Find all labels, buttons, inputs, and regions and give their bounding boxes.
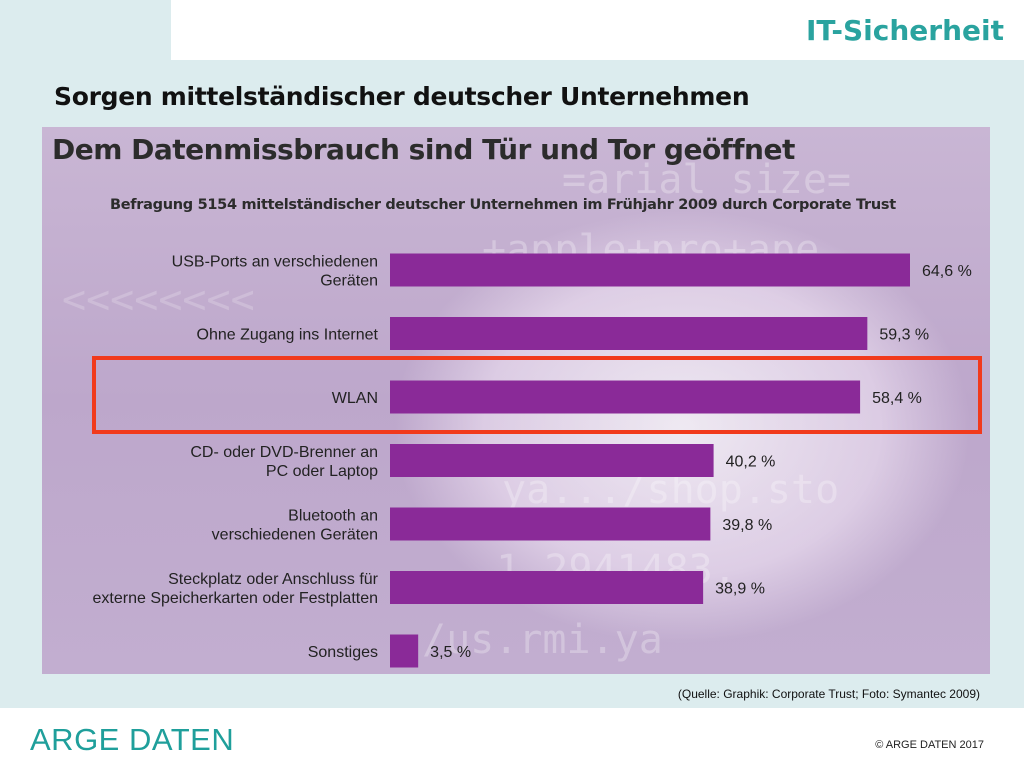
- bar-value-label: 39,8 %: [722, 517, 772, 534]
- bar-value-label: 64,6 %: [922, 263, 972, 280]
- bar: [390, 507, 711, 541]
- bar: [390, 317, 868, 350]
- category-label: USB-Ports an verschiedenen: [172, 254, 378, 271]
- bar-value-label: 38,9 %: [715, 581, 765, 598]
- chart-subtitle: Befragung 5154 mittelständischer deutsch…: [110, 197, 896, 213]
- bar: [390, 571, 704, 604]
- category-label: Sonstiges: [308, 644, 378, 661]
- bar-value-label: 3,5 %: [430, 644, 471, 661]
- copyright: © ARGE DATEN 2017: [875, 739, 984, 751]
- bar: [390, 634, 419, 668]
- background-decoration: <<<<<<<<: [62, 277, 255, 323]
- bar-value-label: 59,3 %: [879, 327, 929, 344]
- bar: [390, 444, 714, 477]
- corner-title: IT-Sicherheit: [805, 14, 1004, 47]
- category-label: PC oder Laptop: [266, 463, 378, 480]
- bar: [390, 253, 910, 287]
- slide-title: Sorgen mittelständischer deutscher Unter…: [54, 82, 750, 111]
- chart-title: Dem Datenmissbrauch sind Tür und Tor geö…: [52, 133, 795, 166]
- bar-value-label: 58,4 %: [872, 390, 922, 407]
- category-label: CD- oder DVD-Brenner an: [190, 444, 378, 461]
- background-decoration: =arial size=: [562, 157, 851, 203]
- source-note: (Quelle: Graphik: Corporate Trust; Foto:…: [677, 687, 980, 701]
- bar-value-label: 40,2 %: [726, 454, 776, 471]
- category-label: Ohne Zugang ins Internet: [197, 327, 379, 344]
- category-label: verschiedenen Geräten: [212, 527, 378, 544]
- category-label: Bluetooth an: [288, 508, 378, 525]
- arge-daten-logo: ARGE DATEN: [30, 722, 235, 757]
- category-label: externe Speicherkarten oder Festplatten: [93, 590, 379, 607]
- category-label: Steckplatz oder Anschluss für: [168, 571, 379, 588]
- category-label: WLAN: [332, 390, 378, 407]
- category-label: Geräten: [320, 273, 378, 290]
- background-decoration: /us.rmi.ya: [422, 617, 663, 663]
- bar: [390, 380, 861, 414]
- wlan-highlight-box: [92, 356, 982, 434]
